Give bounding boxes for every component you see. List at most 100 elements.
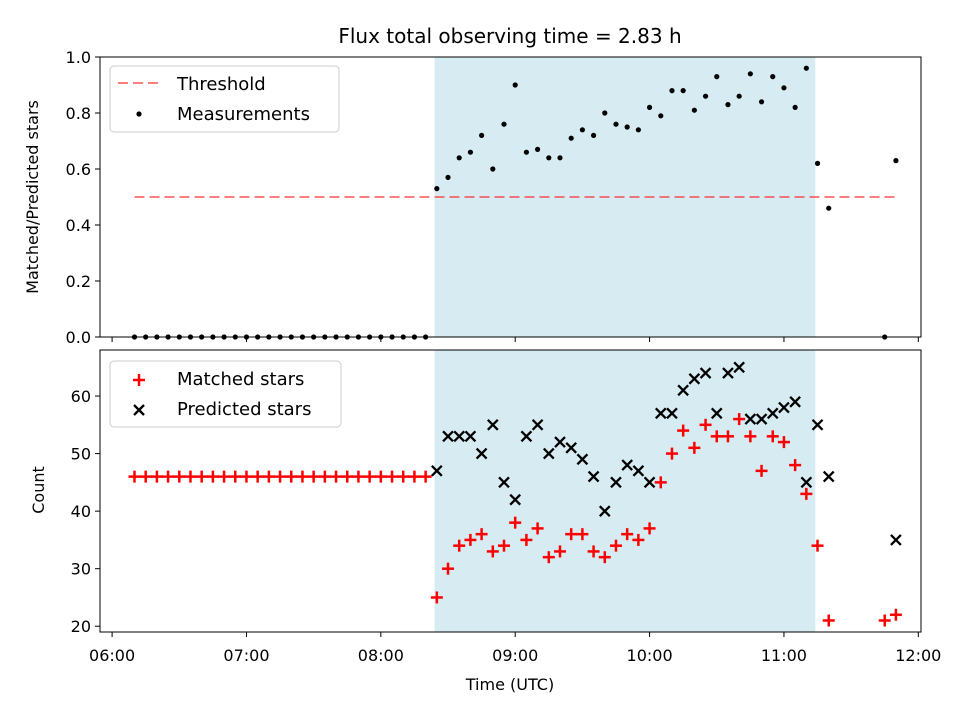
matched-star-point	[565, 528, 578, 541]
measurement-point	[546, 155, 552, 161]
measurement-point	[646, 104, 653, 110]
matched-star-point	[419, 470, 432, 483]
top-y-axis-label: Matched/Predicted stars	[23, 100, 42, 294]
measurement-point	[501, 121, 507, 127]
top-y-tick-label: 0.8	[66, 104, 91, 123]
bottom-x-axis: 06:00 07:00 08:00 09:00 10:00 11:00 12:00	[89, 632, 941, 665]
matched-star-point	[184, 470, 197, 483]
measurement-point	[826, 205, 832, 211]
matched-star-point	[397, 470, 410, 483]
predicted-star-point	[565, 442, 578, 454]
predicted-star-point	[509, 493, 522, 506]
matched-star-point	[307, 470, 320, 483]
matched-star-point	[498, 539, 511, 552]
x-tick-label: 07:00	[223, 646, 269, 665]
matched-star-point	[699, 418, 712, 431]
matched-star-point	[408, 470, 421, 483]
predicted-star-point	[598, 505, 611, 517]
matched-star-point	[274, 470, 287, 483]
matched-star-point	[464, 533, 477, 546]
predicted-star-point	[486, 419, 499, 431]
measurement-point	[803, 65, 809, 71]
bottom-plot-frame	[99, 349, 922, 633]
matched-star-point	[330, 470, 343, 483]
matched-star-point	[195, 470, 208, 483]
matched-star-point	[251, 470, 264, 483]
matched-star-point	[352, 470, 365, 483]
predicted-star-point	[442, 430, 454, 443]
bottom-observing-window	[434, 350, 816, 632]
measurement-point	[635, 127, 641, 133]
measurement-point	[624, 124, 630, 130]
matched-star-point	[229, 470, 242, 483]
matched-star-point	[430, 591, 443, 604]
predicted-star-point	[733, 361, 745, 374]
measurement-point	[534, 146, 541, 152]
matched-star-point	[139, 470, 152, 483]
predicted-star-point	[755, 413, 768, 425]
predicted-star-point	[587, 470, 600, 483]
predicted-stars-points	[431, 361, 902, 546]
predicted-star-point	[778, 401, 790, 414]
measurement-point	[792, 104, 798, 110]
x-tick-label: 10:00	[627, 646, 673, 665]
measurement-point	[512, 82, 518, 88]
predicted-star-point	[890, 534, 902, 546]
bottom-panel: 20 30 40 50 60 06:00 07:00 08:00 09:00 10:00 11:0…	[29, 349, 941, 694]
matched-star-point	[206, 470, 219, 483]
predicted-star-point	[520, 430, 533, 443]
measurement-point	[770, 74, 776, 80]
matched-star-point	[363, 470, 376, 483]
bottom-y-axis: 20 30 40 50 60	[71, 387, 100, 636]
matched-star-point	[777, 436, 790, 449]
top-y-tick-label: 0.4	[66, 216, 91, 235]
measurement-point	[613, 121, 619, 127]
matched-star-point	[296, 470, 309, 483]
matched-stars-points	[128, 413, 902, 627]
bottom-y-axis-label: Count	[29, 466, 48, 514]
matched-star-point	[442, 562, 455, 575]
matched-star-point	[889, 608, 902, 621]
x-tick-label: 06:00	[89, 646, 135, 665]
measurement-point	[702, 93, 709, 99]
matched-star-point	[262, 470, 275, 483]
top-y-tick-label: 1.0	[66, 48, 91, 67]
bottom-y-tick-label: 50	[71, 445, 91, 464]
measurement-point	[691, 107, 697, 113]
matched-star-point	[520, 533, 533, 546]
matched-star-point	[318, 470, 331, 483]
top-y-tick-label: 0.2	[66, 272, 91, 291]
top-y-axis: 0.0 0.2 0.4 0.6 0.8 1.0	[66, 48, 100, 347]
predicted-star-point	[677, 384, 689, 397]
matched-star-point	[609, 539, 622, 552]
matched-star-point	[643, 522, 656, 535]
measurement-point	[893, 158, 899, 164]
matched-star-point	[733, 413, 746, 426]
x-tick-label: 09:00	[492, 646, 538, 665]
measurement-point	[445, 174, 451, 180]
predicted-star-point	[688, 372, 701, 385]
matched-star-point	[811, 539, 824, 552]
x-tick-label: 12:00	[895, 646, 941, 665]
measurement-point	[680, 88, 686, 94]
matched-star-point	[542, 551, 555, 564]
matched-star-point	[721, 430, 734, 443]
top-y-tick-label: 0.6	[66, 160, 91, 179]
matched-star-point	[285, 470, 298, 483]
matched-star-point	[162, 470, 175, 483]
predicted-star-point	[643, 476, 656, 489]
measurement-point	[590, 132, 597, 138]
matched-star-point	[150, 470, 163, 483]
predicted-star-point	[554, 436, 566, 448]
matched-star-point	[173, 470, 186, 483]
matched-star-point	[386, 470, 399, 483]
measurement-point	[814, 160, 821, 166]
top-panel: 0.0 0.2 0.4 0.6 0.8 1.0 Matched/Predicted sta…	[23, 48, 922, 347]
top-y-tick-label: 0.0	[66, 328, 91, 347]
matched-star-point	[744, 430, 757, 443]
predicted-star-point	[453, 430, 466, 443]
predicted-star-point	[789, 395, 801, 408]
predicted-star-point	[632, 465, 645, 477]
predicted-star-point	[654, 407, 667, 420]
